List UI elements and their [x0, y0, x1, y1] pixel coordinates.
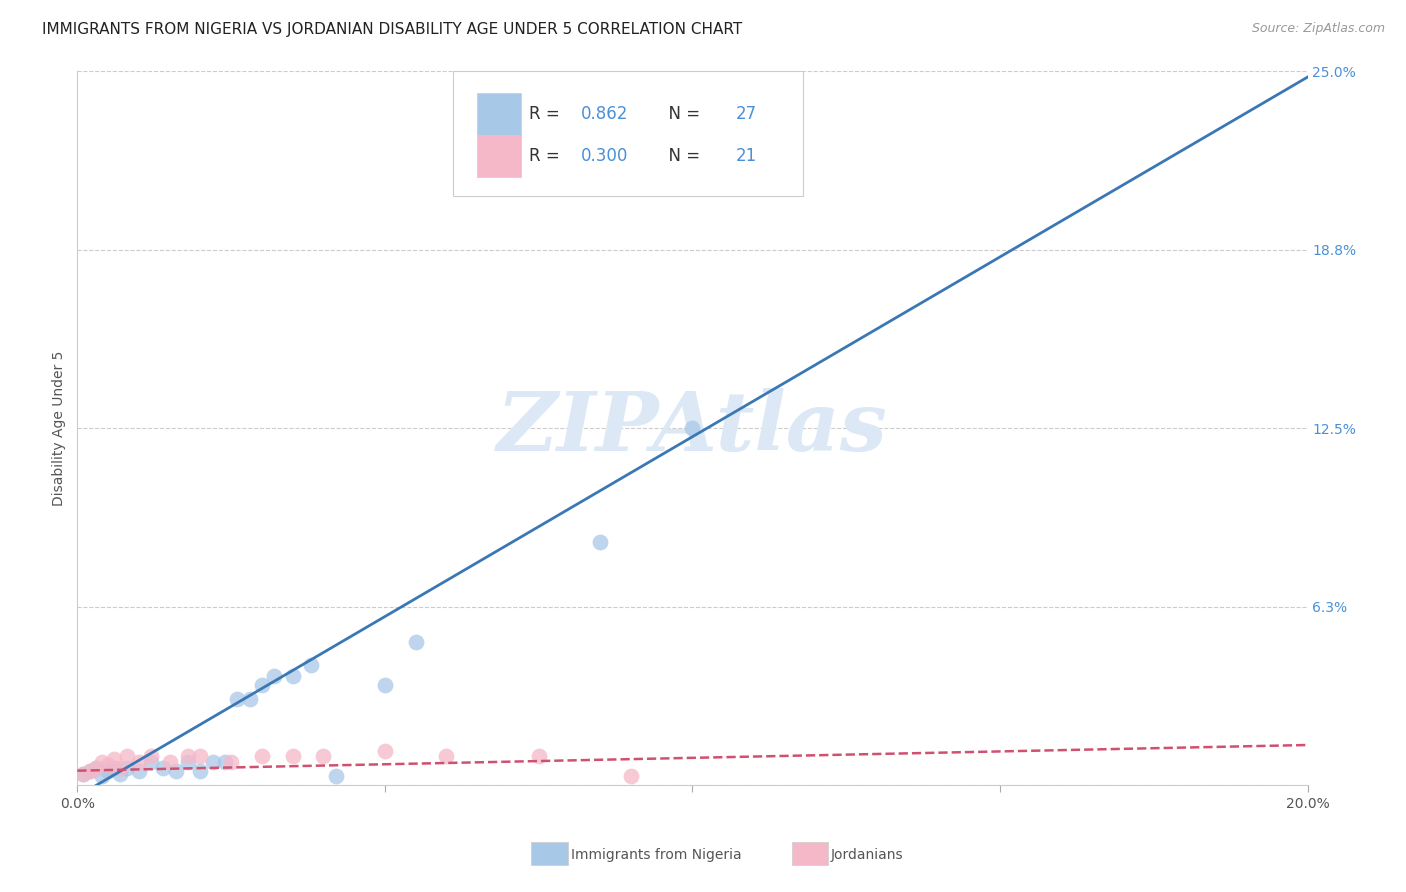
Point — [250, 749, 273, 764]
Point — [436, 749, 458, 764]
Text: Source: ZipAtlas.com: Source: ZipAtlas.com — [1251, 22, 1385, 36]
Point — [250, 678, 273, 692]
Point — [165, 764, 187, 778]
Point — [72, 766, 94, 780]
FancyBboxPatch shape — [453, 71, 803, 196]
Point — [325, 769, 347, 783]
Point — [72, 766, 94, 780]
Text: ZIPAtlas: ZIPAtlas — [496, 388, 889, 468]
Point — [219, 755, 242, 769]
Text: Immigrants from Nigeria: Immigrants from Nigeria — [571, 847, 741, 862]
Point — [97, 764, 120, 778]
Text: R =: R = — [529, 146, 565, 164]
Point — [97, 758, 120, 772]
Point — [188, 749, 212, 764]
Point — [103, 752, 125, 766]
Point — [90, 769, 114, 783]
Text: R =: R = — [529, 105, 565, 123]
Point — [79, 764, 101, 778]
Point — [374, 678, 396, 692]
Point — [405, 635, 427, 649]
Point — [110, 761, 132, 775]
Point — [177, 755, 200, 769]
Point — [128, 755, 150, 769]
Point — [90, 755, 114, 769]
FancyBboxPatch shape — [477, 135, 522, 177]
Text: 27: 27 — [735, 105, 756, 123]
Point — [152, 761, 174, 775]
Point — [299, 658, 322, 673]
Text: 0.300: 0.300 — [581, 146, 628, 164]
Point — [214, 755, 236, 769]
Point — [141, 755, 163, 769]
Point — [177, 749, 200, 764]
Point — [141, 749, 163, 764]
Text: Jordanians: Jordanians — [831, 847, 904, 862]
Point — [201, 755, 224, 769]
Point — [281, 749, 304, 764]
Y-axis label: Disability Age Under 5: Disability Age Under 5 — [52, 351, 66, 506]
Text: N =: N = — [658, 146, 706, 164]
Point — [239, 692, 262, 706]
Point — [159, 755, 181, 769]
Point — [263, 669, 285, 683]
Text: N =: N = — [658, 105, 706, 123]
Point — [620, 769, 643, 783]
Point — [115, 761, 138, 775]
Point — [128, 764, 150, 778]
Point — [589, 535, 612, 549]
Point — [103, 761, 125, 775]
Point — [110, 766, 132, 780]
Point — [84, 761, 107, 775]
Text: 21: 21 — [735, 146, 756, 164]
Text: IMMIGRANTS FROM NIGERIA VS JORDANIAN DISABILITY AGE UNDER 5 CORRELATION CHART: IMMIGRANTS FROM NIGERIA VS JORDANIAN DIS… — [42, 22, 742, 37]
Point — [226, 692, 249, 706]
Point — [84, 761, 107, 775]
Point — [682, 421, 704, 435]
Point — [281, 669, 304, 683]
Point — [374, 744, 396, 758]
Point — [527, 749, 550, 764]
Point — [79, 764, 101, 778]
Point — [115, 749, 138, 764]
FancyBboxPatch shape — [477, 93, 522, 136]
Text: 0.862: 0.862 — [581, 105, 628, 123]
Point — [188, 764, 212, 778]
Point — [312, 749, 335, 764]
